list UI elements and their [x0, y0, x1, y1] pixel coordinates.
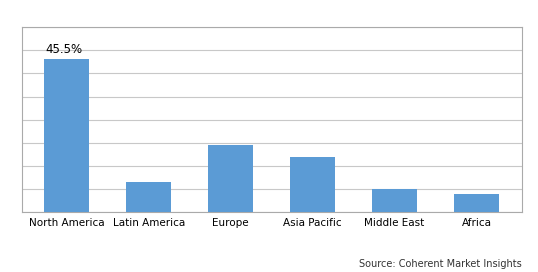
Text: Source: Coherent Market Insights: Source: Coherent Market Insights: [359, 259, 522, 269]
Bar: [454, 194, 499, 212]
Bar: [126, 182, 171, 212]
Bar: [290, 157, 335, 212]
Bar: [44, 59, 89, 212]
Bar: [372, 188, 417, 212]
Text: 45.5%: 45.5%: [45, 44, 82, 57]
Bar: [208, 145, 253, 212]
